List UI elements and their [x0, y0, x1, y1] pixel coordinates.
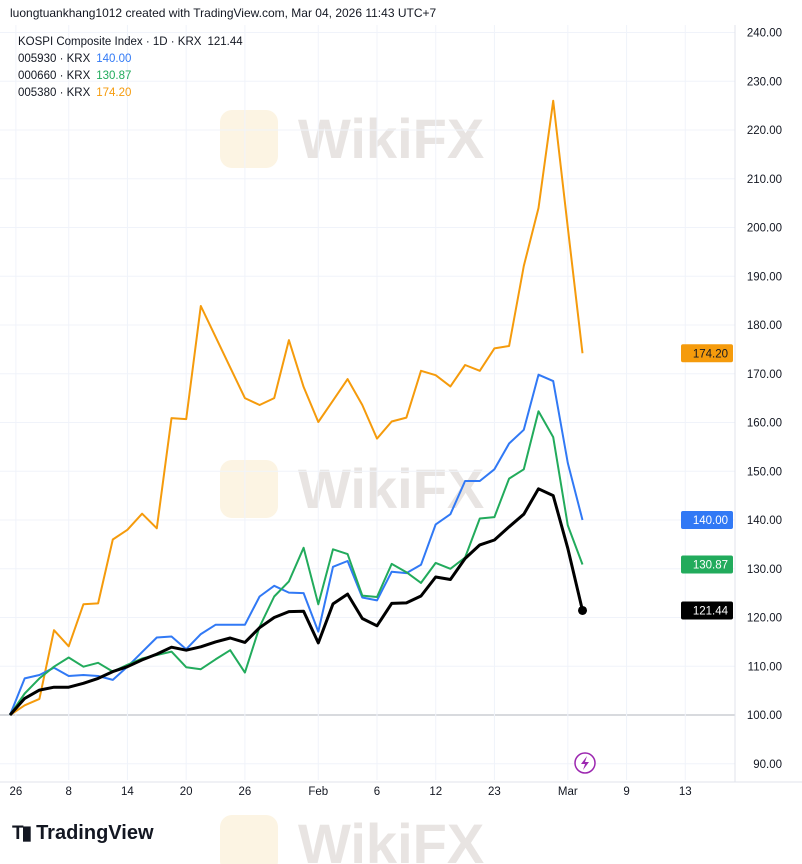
y-tick-label: 130.00	[747, 564, 782, 576]
legend-value: 140.00	[96, 53, 132, 65]
price-label-value: 140.00	[693, 515, 728, 527]
lightning-icon-glyph	[581, 756, 589, 770]
y-tick-label: 220.00	[747, 125, 782, 137]
x-tick-label: Feb	[308, 786, 328, 798]
watermark: WikiFX	[298, 812, 484, 864]
logo-text: TradingView	[36, 822, 154, 844]
series-line-005930	[9, 373, 584, 716]
price-label-value: 174.20	[693, 348, 728, 360]
y-tick-label: 160.00	[747, 418, 782, 430]
header-text: luongtuankhang1012 created with TradingV…	[10, 6, 437, 20]
y-tick-label: 90.00	[753, 759, 782, 771]
x-tick-label: 23	[488, 786, 501, 798]
x-tick-label: Mar	[558, 786, 578, 798]
x-tick-label: 20	[180, 786, 193, 798]
legend-label: 000660 · KRX	[18, 70, 91, 82]
legend-item-005380[interactable]: 005380 · KRX 174.20	[18, 85, 243, 102]
y-tick-label: 200.00	[747, 223, 782, 235]
y-tick-label: 150.00	[747, 466, 782, 478]
watermark: WikiFX	[298, 457, 484, 520]
legend: KOSPI Composite Index · 1D · KRX 121.44 0…	[18, 34, 243, 102]
series-line-005380	[9, 99, 584, 716]
x-tick-label: 12	[429, 786, 442, 798]
y-tick-label: 170.00	[747, 369, 782, 381]
y-tick-label: 120.00	[747, 613, 782, 625]
series-line-000660	[9, 410, 584, 716]
legend-label: KOSPI Composite Index · 1D · KRX	[18, 36, 202, 48]
tradingview-logo[interactable]: T▮ TradingView	[12, 822, 154, 845]
watermark-logo-icon	[220, 815, 278, 864]
legend-label: 005380 · KRX	[18, 87, 91, 99]
tradingview-logo-icon: T▮	[12, 823, 32, 844]
x-tick-label: 26	[9, 786, 22, 798]
y-tick-label: 140.00	[747, 515, 782, 527]
legend-item-005930[interactable]: 005930 · KRX 140.00	[18, 51, 243, 68]
y-tick-label: 240.00	[747, 28, 782, 40]
legend-value: 174.20	[96, 87, 132, 99]
watermark: WikiFX	[298, 107, 484, 170]
price-label-badge	[681, 555, 733, 574]
x-tick-label: 6	[374, 786, 380, 798]
y-tick-label: 230.00	[747, 76, 782, 88]
x-tick-label: 8	[66, 786, 72, 798]
y-tick-label: 100.00	[747, 710, 782, 722]
x-tick-label: 26	[238, 786, 251, 798]
last-point-marker	[578, 605, 588, 615]
price-label-badge	[681, 511, 733, 529]
legend-value: 130.87	[96, 70, 132, 82]
price-label-badge	[681, 601, 733, 620]
y-tick-label: 110.00	[748, 661, 782, 673]
watermark-logo-icon	[220, 110, 278, 168]
y-tick-label: 180.00	[747, 320, 782, 332]
price-label-badge	[681, 344, 733, 363]
y-tick-label: 210.00	[747, 174, 782, 186]
legend-label: 005930 · KRX	[18, 53, 91, 65]
price-label-value: 121.44	[693, 605, 729, 617]
watermark-logo-icon	[220, 460, 278, 518]
x-tick-label: 9	[623, 786, 629, 798]
legend-value: 121.44	[207, 36, 243, 48]
x-tick-label: 14	[121, 786, 134, 798]
legend-item-000660[interactable]: 000660 · KRX 130.87	[18, 68, 243, 85]
x-tick-label: 13	[679, 786, 692, 798]
series-line-kospi	[8, 487, 584, 716]
legend-item-kospi[interactable]: KOSPI Composite Index · 1D · KRX 121.44	[18, 34, 243, 51]
price-label-value: 130.87	[693, 560, 728, 572]
lightning-icon[interactable]	[574, 752, 596, 774]
y-tick-label: 190.00	[747, 271, 782, 283]
